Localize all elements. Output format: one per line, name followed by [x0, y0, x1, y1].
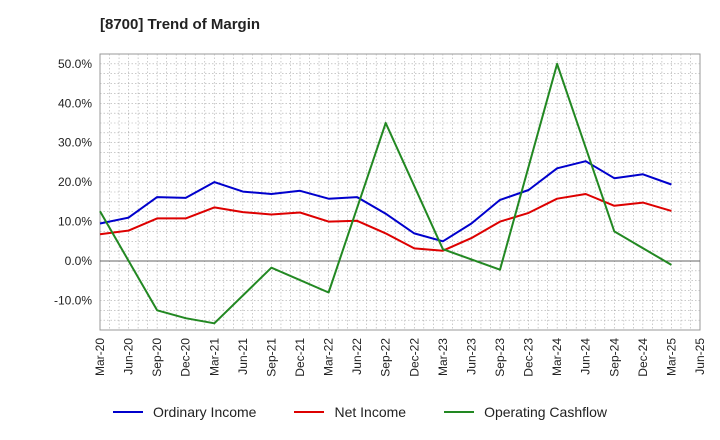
x-tick-label: Jun-21 — [236, 338, 250, 375]
x-tick-label: Dec-24 — [636, 338, 650, 377]
y-tick-label: 30.0% — [58, 136, 92, 150]
x-tick-label: Sep-23 — [493, 338, 507, 377]
legend-swatch-operating-cashflow — [444, 411, 475, 413]
x-tick-label: Dec-20 — [179, 338, 193, 377]
y-tick-label: -10.0% — [54, 293, 92, 307]
x-tick-label: Dec-21 — [293, 338, 307, 377]
legend: Ordinary Income Net Income Operating Cas… — [0, 404, 720, 420]
x-tick-label: Jun-22 — [350, 338, 364, 375]
x-tick-label: Sep-22 — [379, 338, 393, 377]
grid-layer — [99, 53, 701, 331]
x-tick-label: Mar-20 — [93, 338, 107, 376]
y-tick-label: 50.0% — [58, 57, 92, 71]
series-line-operating-cashflow — [99, 62, 672, 325]
y-tick-label: 20.0% — [58, 175, 92, 189]
series-line-ordinary-income — [99, 160, 672, 243]
x-tick-label: Sep-21 — [264, 338, 278, 377]
x-tick-label: Mar-24 — [550, 338, 564, 376]
x-tick-label: Dec-22 — [407, 338, 421, 377]
y-tick-label: 40.0% — [58, 96, 92, 110]
x-tick-label: Mar-21 — [207, 338, 221, 376]
legend-item-net-income: Net Income — [294, 404, 406, 420]
legend-swatch-ordinary-income — [112, 411, 143, 413]
x-tick-label: Jun-23 — [464, 338, 478, 375]
y-tick-label: 10.0% — [58, 215, 92, 229]
legend-label-net-income: Net Income — [334, 404, 407, 420]
x-tick-label: Mar-23 — [436, 338, 450, 376]
plot-frame — [99, 53, 701, 331]
x-tick-label: Jun-24 — [579, 338, 593, 375]
legend-swatch-net-income — [294, 411, 325, 413]
x-tick-label: Sep-24 — [607, 338, 621, 377]
axis-layer: 50.0% 40.0% 30.0% 20.0% 10.0% 0.0% -10.0% Mar-2… — [54, 57, 707, 377]
x-tick-label: Sep-20 — [150, 338, 164, 377]
x-tick-label: Mar-25 — [664, 338, 678, 376]
legend-item-ordinary-income: Ordinary Income — [112, 404, 257, 420]
y-tick-label: 0.0% — [65, 254, 93, 268]
series-layer — [99, 62, 672, 325]
legend-label-operating-cashflow: Operating Cashflow — [484, 404, 608, 420]
legend-item-operating-cashflow: Operating Cashflow — [444, 404, 607, 420]
x-tick-label: Jun-25 — [693, 338, 707, 375]
legend-label-ordinary-income: Ordinary Income — [152, 404, 257, 420]
x-tick-label: Jun-20 — [122, 338, 136, 375]
x-tick-label: Dec-23 — [522, 338, 536, 377]
series-line-net-income — [99, 193, 672, 252]
chart-title: [8700] Trend of Margin — [100, 16, 261, 33]
x-tick-label: Mar-22 — [322, 338, 336, 376]
